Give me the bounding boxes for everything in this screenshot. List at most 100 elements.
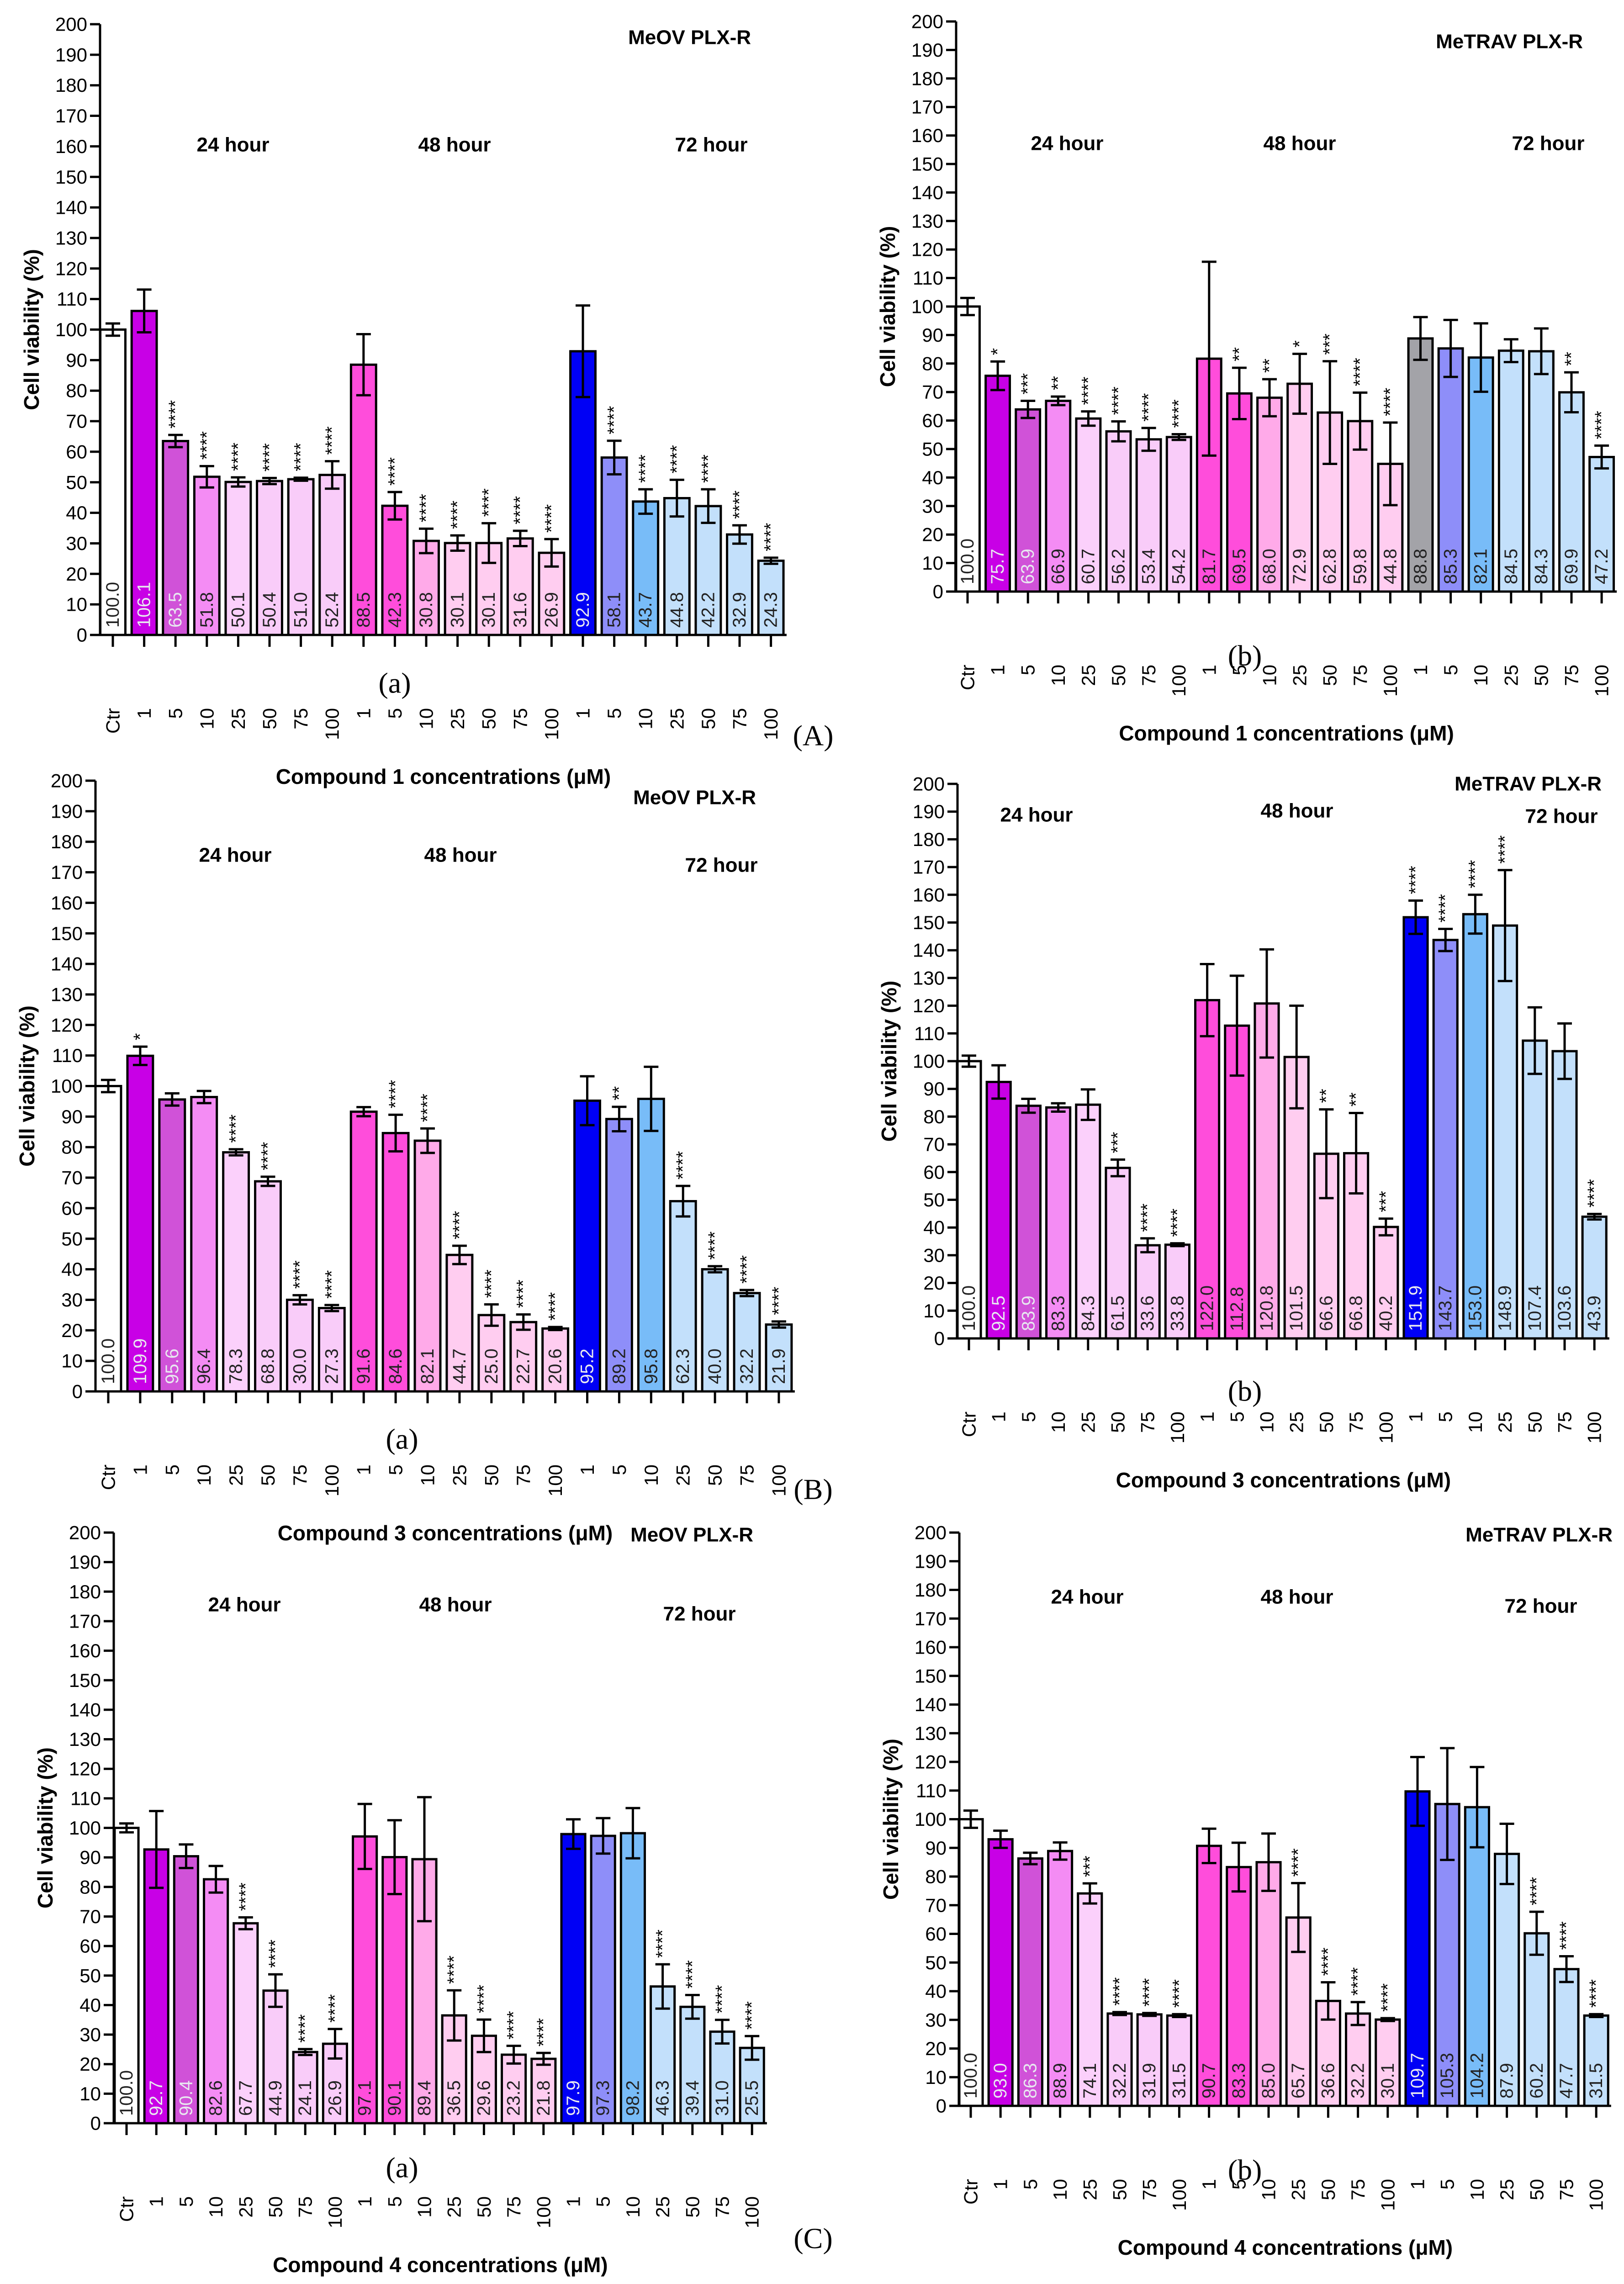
value-label: 66.6 bbox=[1316, 1295, 1336, 1331]
significance-label: **** bbox=[1350, 358, 1370, 386]
y-tick-label: 170 bbox=[911, 96, 943, 118]
y-tick-label: 0 bbox=[90, 2113, 101, 2134]
value-label: 153.0 bbox=[1465, 1285, 1485, 1331]
x-tick-label: 5 bbox=[1228, 2179, 1249, 2189]
significance-label: **** bbox=[236, 1882, 256, 1911]
y-tick-label: 160 bbox=[51, 892, 83, 914]
y-tick-label: 110 bbox=[52, 1045, 83, 1066]
bar bbox=[1551, 1050, 1578, 1340]
x-tick-label: 5 bbox=[165, 708, 186, 719]
y-tick-label: 150 bbox=[51, 923, 83, 944]
x-tick-label: 10 bbox=[416, 708, 437, 730]
chart-title: MeTRAV PLX-R bbox=[1455, 773, 1602, 795]
subfigure-label: (b) bbox=[1228, 2154, 1262, 2186]
bar bbox=[1404, 1790, 1431, 2107]
value-label: 47.7 bbox=[1556, 2063, 1576, 2099]
y-tick-label: 150 bbox=[915, 1665, 947, 1687]
x-tick-label: 10 bbox=[205, 2196, 227, 2218]
x-tick-label: 25 bbox=[1289, 665, 1311, 686]
value-label: 32.9 bbox=[730, 592, 750, 628]
value-label: 30.1 bbox=[448, 592, 468, 628]
significance-label: **** bbox=[386, 1080, 406, 1108]
y-tick-label: 60 bbox=[66, 441, 87, 462]
bar bbox=[1105, 430, 1132, 593]
x-tick-label: 50 bbox=[1530, 665, 1552, 686]
x-tick-label: 75 bbox=[1347, 2179, 1369, 2200]
y-tick-label: 120 bbox=[69, 1758, 101, 1780]
y-tick-label: 90 bbox=[922, 324, 943, 346]
value-label: 88.9 bbox=[1050, 2063, 1070, 2099]
bar bbox=[1224, 1024, 1250, 1340]
x-tick-label: 10 bbox=[1259, 665, 1280, 686]
bar bbox=[162, 440, 190, 636]
x-tick-label: 10 bbox=[1466, 2179, 1488, 2200]
x-tick-label: 100 bbox=[1168, 665, 1190, 697]
group-label-72-hour: 72 hour bbox=[663, 1603, 736, 1625]
value-label: 88.5 bbox=[354, 592, 374, 628]
value-label: 60.2 bbox=[1527, 2063, 1547, 2099]
significance-label: ** bbox=[1561, 352, 1582, 366]
y-tick-label: 60 bbox=[79, 1935, 101, 1957]
significance-label: **** bbox=[325, 1994, 345, 2023]
value-label: 40.2 bbox=[1376, 1295, 1396, 1331]
value-label: 100.0 bbox=[961, 2053, 981, 2099]
y-axis-label: Cell viability (%) bbox=[15, 1005, 39, 1167]
value-label: 52.4 bbox=[322, 592, 342, 628]
significance-label: **** bbox=[1139, 1978, 1159, 2006]
value-label: 97.3 bbox=[593, 2080, 613, 2116]
y-tick-label: 100 bbox=[51, 1075, 83, 1097]
group-label-24-hour: 24 hour bbox=[199, 844, 272, 867]
value-label: 68.8 bbox=[258, 1348, 278, 1384]
y-tick-label: 170 bbox=[51, 862, 83, 883]
bar bbox=[509, 1321, 538, 1393]
x-tick-label: 75 bbox=[1137, 1412, 1158, 1433]
y-tick-label: 140 bbox=[51, 953, 83, 975]
bar bbox=[560, 1833, 587, 2125]
significance-label: **** bbox=[418, 1094, 438, 1122]
y-tick-label: 110 bbox=[70, 1787, 101, 1809]
value-label: 21.8 bbox=[534, 2080, 554, 2116]
x-tick-label: Ctr bbox=[957, 665, 979, 690]
bar-chart-C-a: 100.0Ctr92.7190.4582.61067.7****2544.9**… bbox=[33, 1522, 767, 2277]
significance-label: **** bbox=[479, 488, 499, 517]
bar-chart-B-a: 100.0Ctr109.9*195.6596.41078.3****2568.8… bbox=[15, 770, 795, 1545]
value-label: 89.4 bbox=[414, 2080, 434, 2116]
y-tick-label: 40 bbox=[79, 1994, 101, 2016]
x-tick-label: 100 bbox=[541, 708, 562, 740]
x-tick-label: 10 bbox=[417, 1465, 439, 1486]
value-label: 90.7 bbox=[1199, 2063, 1219, 2099]
value-label: 43.9 bbox=[1584, 1295, 1604, 1331]
x-axis-label: Compound 1 concentrations (μM) bbox=[276, 765, 611, 788]
bar bbox=[1432, 939, 1459, 1340]
significance-label: * bbox=[130, 1033, 150, 1041]
x-tick-label: 100 bbox=[321, 1465, 343, 1496]
value-label: 40.0 bbox=[705, 1348, 725, 1384]
significance-label: **** bbox=[682, 1960, 703, 1988]
value-label: 100.0 bbox=[116, 2070, 137, 2116]
significance-label: **** bbox=[604, 406, 624, 434]
bar bbox=[1462, 913, 1488, 1340]
y-tick-label: 200 bbox=[51, 770, 83, 792]
x-tick-label: 1 bbox=[354, 2196, 376, 2207]
bar bbox=[352, 1835, 378, 2125]
y-tick-label: 140 bbox=[911, 182, 943, 203]
panel-label: (B) bbox=[793, 1473, 832, 1506]
significance-label: **** bbox=[1495, 835, 1515, 864]
y-tick-label: 70 bbox=[79, 1906, 101, 1927]
value-label: 32.2 bbox=[1348, 2063, 1368, 2099]
y-tick-label: 20 bbox=[61, 1320, 83, 1341]
significance-label: **** bbox=[742, 2001, 762, 2030]
significance-label: **** bbox=[1527, 1877, 1547, 1905]
bar bbox=[1464, 1806, 1490, 2107]
bar bbox=[590, 1835, 616, 2125]
value-label: 44.7 bbox=[450, 1348, 470, 1384]
bar bbox=[381, 1131, 410, 1393]
y-tick-label: 200 bbox=[69, 1522, 101, 1544]
significance-label: **** bbox=[322, 1270, 342, 1299]
bar bbox=[637, 1098, 665, 1393]
value-label: 97.1 bbox=[355, 2080, 375, 2116]
x-tick-label: 1 bbox=[1198, 665, 1220, 675]
value-label: 96.4 bbox=[194, 1348, 214, 1384]
value-label: 151.9 bbox=[1406, 1285, 1426, 1331]
y-tick-label: 0 bbox=[933, 581, 943, 603]
